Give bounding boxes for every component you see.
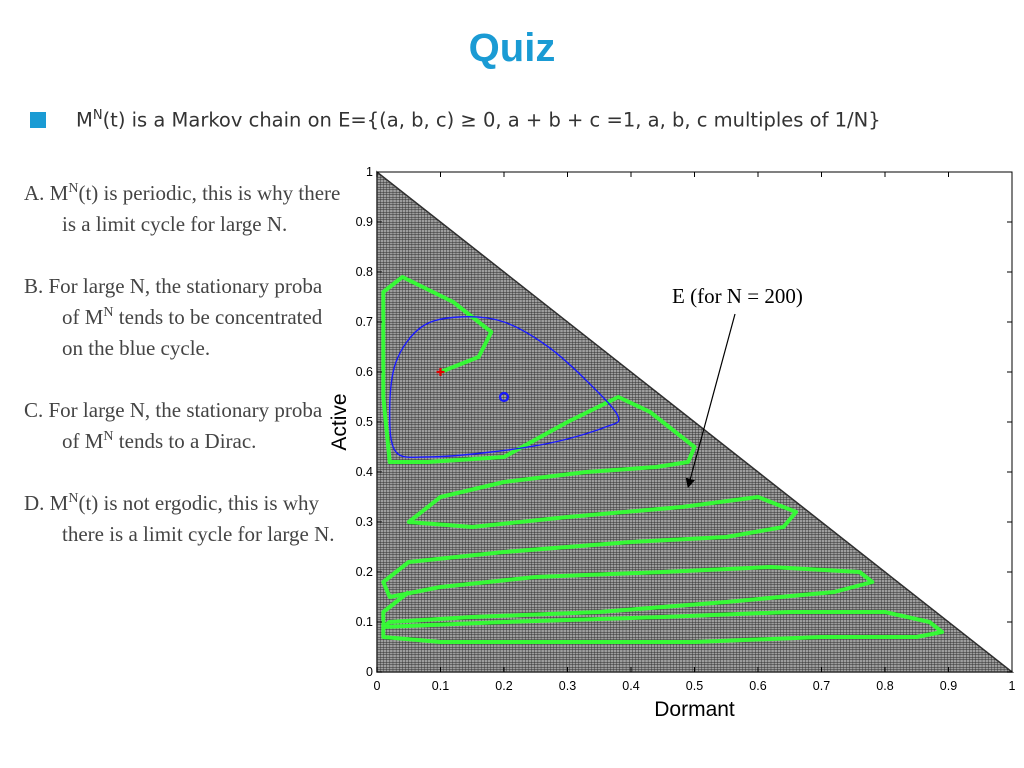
slide-title: Quiz xyxy=(468,26,556,70)
x-tick-label: 0.7 xyxy=(813,679,830,693)
limit-cycle-curve xyxy=(388,316,620,459)
x-tick-label: 0.4 xyxy=(622,679,639,693)
option-d[interactable]: D. MN(t) is not ergodic, this is why the… xyxy=(24,488,342,550)
chart-annotation-label: E (for N = 200) xyxy=(672,284,803,308)
option-a[interactable]: A. MN(t) is periodic, this is why there … xyxy=(24,178,342,240)
y-tick-label: 0.6 xyxy=(356,365,373,379)
option-c[interactable]: C. For large N, the stationary proba of … xyxy=(24,395,342,457)
option-b-post: tends to be concentrated on the blue cyc… xyxy=(62,305,323,360)
option-b-pre: B. For large N, the stationary proba of … xyxy=(24,274,323,329)
y-tick-label: 0.3 xyxy=(356,515,373,529)
trajectory-line xyxy=(381,275,945,644)
y-tick-label: 0.5 xyxy=(356,415,373,429)
option-d-sup: N xyxy=(68,491,79,506)
x-tick-label: 0.6 xyxy=(749,679,766,693)
bullet-square-icon xyxy=(30,112,46,128)
x-tick-label: 1 xyxy=(1009,679,1016,693)
option-b[interactable]: B. For large N, the stationary proba of … xyxy=(24,271,342,364)
y-tick-label: 0 xyxy=(366,665,373,679)
option-c-sup: N xyxy=(103,429,114,444)
bullet-text: MN(t) is a Markov chain on E={(a, b, c) … xyxy=(76,108,881,132)
y-axis-label: Active xyxy=(328,393,351,450)
simplex-chart: 0 0.1 0.2 0.3 0.4 0.5 0.6 0.7 0.8 0.9 1 0 0.1 0.2 0.3 0… xyxy=(328,165,1016,721)
option-c-pre: C. For large N, the stationary proba of … xyxy=(24,398,323,453)
option-a-post: (t) is periodic, this is why there is a … xyxy=(62,181,341,236)
x-axis-label: Dormant xyxy=(654,698,735,721)
option-d-pre: D. M xyxy=(24,491,69,515)
y-tick-label: 0.1 xyxy=(356,615,373,629)
bullet-text-sup: N xyxy=(92,108,103,124)
option-a-sup: N xyxy=(68,181,79,196)
x-tick-label: 0.8 xyxy=(876,679,893,693)
option-b-sup: N xyxy=(103,305,114,320)
y-tick-label: 0.9 xyxy=(356,215,373,229)
x-tick-label: 0.2 xyxy=(495,679,512,693)
fixed-point-marker xyxy=(498,391,510,403)
annotation-arrow xyxy=(685,313,736,489)
y-tick-label: 0.2 xyxy=(356,565,373,579)
bullet-row: MN(t) is a Markov chain on E={(a, b, c) … xyxy=(30,104,881,136)
x-tick-label: 0.3 xyxy=(559,679,576,693)
y-tick-label: 0.8 xyxy=(356,265,373,279)
bullet-text-post: (t) is a Markov chain on E={(a, b, c) ≥ … xyxy=(102,108,881,132)
answer-options: A. MN(t) is periodic, this is why there … xyxy=(24,178,342,581)
option-c-post: tends to a Dirac. xyxy=(113,429,257,453)
start-point-marker xyxy=(436,368,445,376)
x-tick-label: 0.5 xyxy=(686,679,703,693)
y-tick-label: 1 xyxy=(366,165,373,179)
y-tick-label: 0.4 xyxy=(356,465,373,479)
bullet-text-pre: M xyxy=(76,108,93,132)
y-tick-label: 0.7 xyxy=(356,315,373,329)
option-a-pre: A. M xyxy=(24,181,69,205)
x-tick-label: 0.1 xyxy=(432,679,449,693)
x-tick-label: 0.9 xyxy=(940,679,957,693)
x-tick-label: 0 xyxy=(374,679,381,693)
option-d-post: (t) is not ergodic, this is why there is… xyxy=(62,491,335,546)
